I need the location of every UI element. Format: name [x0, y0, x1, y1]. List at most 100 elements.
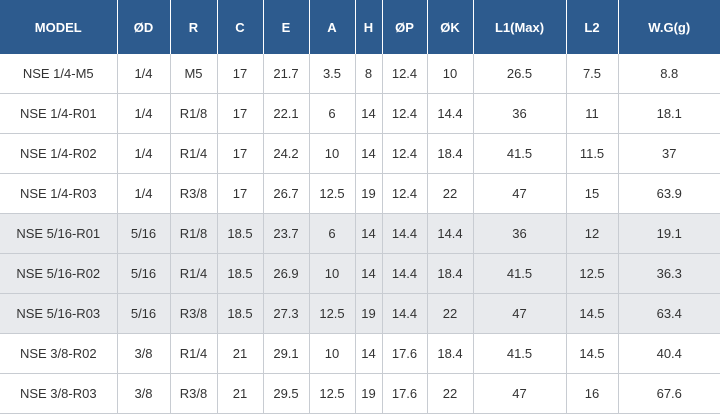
table-cell: 47 [473, 173, 567, 214]
table-cell: 5/16 [117, 213, 171, 254]
table-cell: 12.5 [309, 293, 356, 334]
column-header: ØK [427, 0, 474, 54]
table-cell: 17 [217, 133, 264, 174]
table-cell: 11 [566, 93, 619, 134]
table-cell: 3/8 [117, 333, 171, 374]
table-cell: 10 [427, 54, 474, 94]
model-cell: NSE 3/8-R02 [0, 333, 118, 374]
column-header: E [263, 0, 310, 54]
table-cell: 36 [473, 93, 567, 134]
table-cell: 14.4 [427, 213, 474, 254]
model-cell: NSE 1/4-M5 [0, 54, 118, 94]
table-cell: 3/8 [117, 373, 171, 414]
table-cell: 8.8 [618, 54, 720, 94]
table-cell: 15 [566, 173, 619, 214]
table-row: NSE 5/16-R01 5/16 R1/8 18.5 23.7 6 14 14.4 14.4 3… [0, 213, 720, 254]
table-cell: 19 [355, 373, 383, 414]
table-cell: R3/8 [170, 293, 218, 334]
table-cell: 14 [355, 333, 383, 374]
table-cell: 22 [427, 173, 474, 214]
table-cell: 47 [473, 293, 567, 334]
table-cell: 3.5 [309, 54, 356, 94]
table-cell: 18.4 [427, 253, 474, 294]
table-cell: 18.4 [427, 133, 474, 174]
table-cell: 19.1 [618, 213, 720, 254]
table-cell: 5/16 [117, 293, 171, 334]
table-cell: 29.1 [263, 333, 310, 374]
table-cell: 14.5 [566, 293, 619, 334]
header-row: MODEL ØD R C E A H ØP ØK L1(Max) L2 W.G(g) [0, 0, 720, 54]
column-header: W.G(g) [618, 0, 720, 54]
table-cell: 37 [618, 133, 720, 174]
table-cell: R1/4 [170, 133, 218, 174]
table-cell: 8 [355, 54, 383, 94]
table-cell: 17 [217, 54, 264, 94]
table-cell: R3/8 [170, 373, 218, 414]
table-row: NSE 5/16-R02 5/16 R1/4 18.5 26.9 10 14 14.4 18.4… [0, 253, 720, 294]
table-row: NSE 1/4-R03 1/4 R3/8 17 26.7 12.5 19 12.4 22 47 15… [0, 173, 720, 214]
model-cell: NSE 3/8-R03 [0, 373, 118, 414]
table-cell: 12.4 [382, 133, 428, 174]
table-cell: 17.6 [382, 373, 428, 414]
table-cell: 18.5 [217, 293, 264, 334]
table-cell: 23.7 [263, 213, 310, 254]
column-header: ØP [382, 0, 428, 54]
table-row: NSE 1/4-R01 1/4 R1/8 17 22.1 6 14 12.4 14.4 36 11 1… [0, 93, 720, 134]
table-cell: 1/4 [117, 173, 171, 214]
table-row: NSE 1/4-M5 1/4 M5 17 21.7 3.5 8 12.4 10 26.5 7.5 8.… [0, 54, 720, 94]
model-cell: NSE 5/16-R02 [0, 253, 118, 294]
table-row: NSE 3/8-R03 3/8 R3/8 21 29.5 12.5 19 17.6 22 47 16… [0, 373, 720, 414]
column-header: R [170, 0, 218, 54]
table-cell: 19 [355, 173, 383, 214]
table-cell: 14.4 [382, 253, 428, 294]
table-cell: 18.4 [427, 333, 474, 374]
table-cell: 6 [309, 213, 356, 254]
table-cell: 16 [566, 373, 619, 414]
model-cell: NSE 5/16-R03 [0, 293, 118, 334]
table-cell: 26.9 [263, 253, 310, 294]
table-header: MODEL ØD R C E A H ØP ØK L1(Max) L2 W.G(g) [0, 0, 720, 54]
table-cell: 26.7 [263, 173, 310, 214]
table-cell: 29.5 [263, 373, 310, 414]
table-cell: 19 [355, 293, 383, 334]
table-cell: 41.5 [473, 333, 567, 374]
table-cell: 18.1 [618, 93, 720, 134]
table-cell: 41.5 [473, 133, 567, 174]
table-cell: 7.5 [566, 54, 619, 94]
table-cell: 14 [355, 93, 383, 134]
table-cell: 10 [309, 253, 356, 294]
table-cell: 14.4 [382, 293, 428, 334]
model-cell: NSE 1/4-R01 [0, 93, 118, 134]
table-cell: 18.5 [217, 213, 264, 254]
column-header: MODEL [0, 0, 118, 54]
column-header: L1(Max) [473, 0, 567, 54]
table-cell: 17 [217, 173, 264, 214]
table-cell: 14.5 [566, 333, 619, 374]
table-cell: 41.5 [473, 253, 567, 294]
table-cell: 12.4 [382, 173, 428, 214]
table-cell: 36 [473, 213, 567, 254]
column-header: ØD [117, 0, 171, 54]
table-cell: 27.3 [263, 293, 310, 334]
model-cell: NSE 1/4-R03 [0, 173, 118, 214]
table-cell: R1/8 [170, 93, 218, 134]
table-cell: 24.2 [263, 133, 310, 174]
table-cell: 18.5 [217, 253, 264, 294]
table-cell: 21.7 [263, 54, 310, 94]
column-header: A [309, 0, 356, 54]
table-cell: 10 [309, 333, 356, 374]
model-cell: NSE 5/16-R01 [0, 213, 118, 254]
table-cell: 6 [309, 93, 356, 134]
table-cell: 14 [355, 133, 383, 174]
table-row: NSE 3/8-R02 3/8 R1/4 21 29.1 10 14 17.6 18.4 41.5… [0, 333, 720, 374]
table-cell: 21 [217, 373, 264, 414]
table-cell: R1/4 [170, 253, 218, 294]
table-cell: 1/4 [117, 93, 171, 134]
table-cell: 12.5 [309, 373, 356, 414]
table-cell: 17 [217, 93, 264, 134]
table-cell: 14 [355, 213, 383, 254]
table-cell: 21 [217, 333, 264, 374]
table-cell: 1/4 [117, 133, 171, 174]
table-cell: M5 [170, 54, 218, 94]
